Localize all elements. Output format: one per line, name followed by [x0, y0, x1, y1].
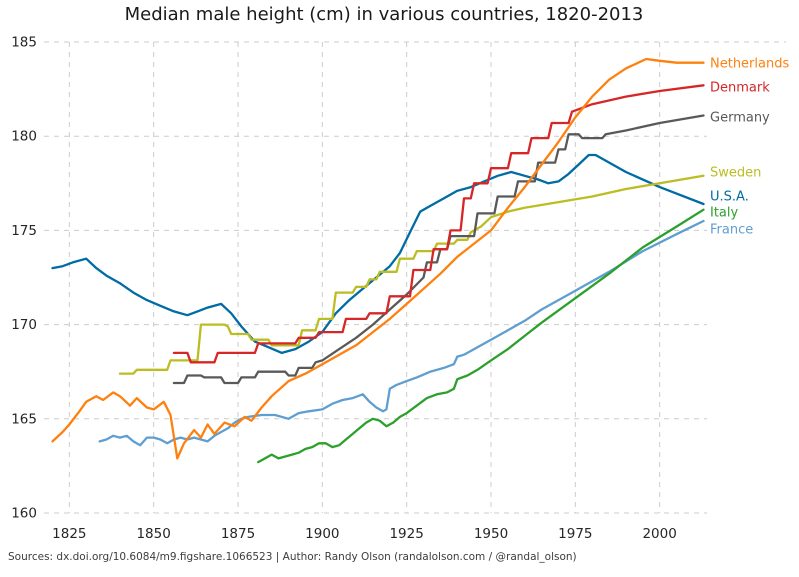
y-tick-label-165: 165	[11, 411, 37, 427]
y-tick-label-160: 160	[11, 506, 37, 522]
x-tick-label-1975: 1975	[558, 526, 592, 542]
series-label-sweden: Sweden	[710, 166, 761, 181]
series-label-netherlands: Netherlands	[710, 57, 789, 72]
x-tick-label-1925: 1925	[389, 526, 423, 542]
x-tick-label-1875: 1875	[221, 526, 255, 542]
y-tick-label-180: 180	[11, 129, 37, 145]
series-label-usa: U.S.A.	[710, 190, 749, 205]
series-label-france: France	[710, 223, 753, 238]
x-tick-label-1850: 1850	[136, 526, 170, 542]
series-label-italy: Italy	[710, 206, 739, 221]
y-tick-label-185: 185	[11, 35, 37, 51]
series-line-usa	[51, 153, 705, 355]
y-tick-label-175: 175	[11, 223, 37, 239]
x-tick-label-1950: 1950	[474, 526, 508, 542]
chart-title: Median male height (cm) in various count…	[124, 4, 644, 25]
y-tick-label-170: 170	[11, 317, 37, 333]
x-tick-label-2000: 2000	[642, 526, 676, 542]
series-label-germany: Germany	[710, 111, 770, 126]
series-line-sweden	[118, 174, 705, 375]
series-label-denmark: Denmark	[710, 81, 770, 96]
series-line-france	[98, 219, 705, 447]
source-note: Sources: dx.doi.org/10.6084/m9.figshare.…	[8, 551, 577, 563]
x-tick-label-1825: 1825	[52, 526, 86, 542]
x-tick-label-1900: 1900	[305, 526, 339, 542]
series-line-italy	[257, 208, 705, 464]
series-line-denmark	[172, 84, 705, 364]
series-line-netherlands	[51, 57, 705, 460]
